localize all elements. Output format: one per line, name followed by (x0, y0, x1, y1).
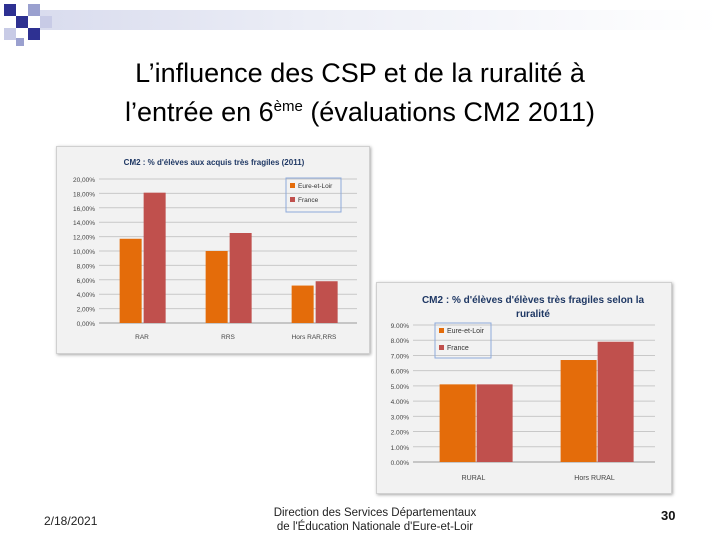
legend-swatch (439, 345, 444, 350)
chart-title: ruralité (516, 309, 550, 320)
legend-swatch (290, 183, 295, 188)
legend-label: France (447, 345, 469, 352)
y-tick-label: 9.00% (391, 323, 410, 330)
deco-square (4, 28, 16, 40)
y-tick-label: 20,00% (73, 177, 95, 184)
x-category-label: RURAL (462, 475, 486, 482)
bar-eure-et-loir (205, 251, 228, 323)
deco-square (28, 28, 40, 40)
y-tick-label: 6,00% (77, 278, 96, 285)
x-category-label: RRS (221, 334, 235, 341)
bar-eure-et-loir (291, 285, 314, 323)
footer-date: 2/18/2021 (44, 514, 98, 528)
legend-label: Eure-et-Loir (298, 183, 333, 190)
y-tick-label: 7.00% (391, 353, 410, 360)
bar-france (143, 192, 166, 323)
chart-csp-svg: CM2 : % d'élèves aux acquis très fragile… (73, 158, 357, 341)
y-tick-label: 0.00% (391, 460, 410, 467)
legend-swatch (439, 328, 444, 333)
bar-eure-et-loir (119, 238, 142, 323)
legend-label: Eure-et-Loir (447, 328, 485, 335)
y-tick-label: 4,00% (77, 292, 96, 299)
bar-france (229, 233, 252, 323)
y-tick-label: 18,00% (73, 191, 95, 198)
chart-ruralite: CM2 : % d'élèves d'élèves très fragiles … (376, 282, 672, 494)
y-tick-label: 3.00% (391, 414, 410, 421)
y-tick-label: 16,00% (73, 206, 95, 213)
title-superscript: ème (273, 98, 303, 115)
y-tick-label: 8.00% (391, 338, 410, 345)
y-tick-label: 10,00% (73, 249, 95, 256)
y-tick-label: 5.00% (391, 384, 410, 391)
chart-legend: Eure-et-Loir France (434, 322, 492, 359)
title-line-2: l’entrée en 6ème (évaluations CM2 2011) (60, 90, 660, 129)
chart-ruralite-svg: CM2 : % d'élèves d'élèves très fragiles … (391, 295, 655, 482)
chart-legend: Eure-et-Loir France (285, 177, 342, 213)
bar-france (315, 281, 338, 323)
bar-eure-et-loir (560, 360, 597, 462)
footer-line-2: de l'Éducation Nationale d'Eure-et-Loir (276, 521, 474, 533)
title-line-1: L’influence des CSP et de la ruralité à (135, 58, 585, 88)
deco-square (40, 16, 52, 28)
y-tick-label: 2,00% (77, 307, 96, 314)
chart-title: CM2 : % d'élèves aux acquis très fragile… (124, 158, 305, 167)
legend-swatch (290, 197, 295, 202)
footer-organization: Direction des Services Départementaux de… (250, 506, 500, 534)
x-category-label: Hors RAR,RRS (292, 334, 337, 341)
bar-eure-et-loir (439, 384, 476, 462)
x-category-label: Hors RURAL (574, 475, 615, 482)
y-tick-label: 1.00% (391, 445, 410, 452)
deco-square (16, 16, 28, 28)
bar-france (597, 341, 634, 462)
legend-label: France (298, 197, 319, 204)
y-tick-label: 12,00% (73, 235, 95, 242)
deco-square (28, 4, 40, 16)
bar-france (476, 384, 513, 462)
y-tick-label: 14,00% (73, 220, 95, 227)
legend-box (434, 322, 492, 359)
page-number: 30 (661, 508, 676, 523)
legend-box (285, 177, 342, 213)
x-category-label: RAR (135, 334, 149, 341)
title-line-2-start: l’entrée en 6 (125, 97, 274, 127)
y-tick-label: 4.00% (391, 399, 410, 406)
deco-square (16, 38, 24, 46)
y-tick-label: 6.00% (391, 369, 410, 376)
slide-title: L’influence des CSP et de la ruralité à … (60, 56, 660, 129)
slide-decoration (0, 0, 720, 48)
y-tick-label: 8,00% (77, 263, 96, 270)
y-tick-label: 2.00% (391, 430, 410, 437)
footer-line-1: Direction des Services Départementaux (273, 507, 477, 519)
title-line-2-end: (évaluations CM2 2011) (302, 97, 595, 127)
deco-square (4, 4, 16, 16)
chart-csp: CM2 : % d'élèves aux acquis très fragile… (56, 146, 370, 354)
y-tick-label: 0,00% (77, 321, 96, 328)
chart-title: CM2 : % d'élèves d'élèves très fragiles … (422, 295, 645, 306)
header-gradient-band (40, 10, 720, 30)
